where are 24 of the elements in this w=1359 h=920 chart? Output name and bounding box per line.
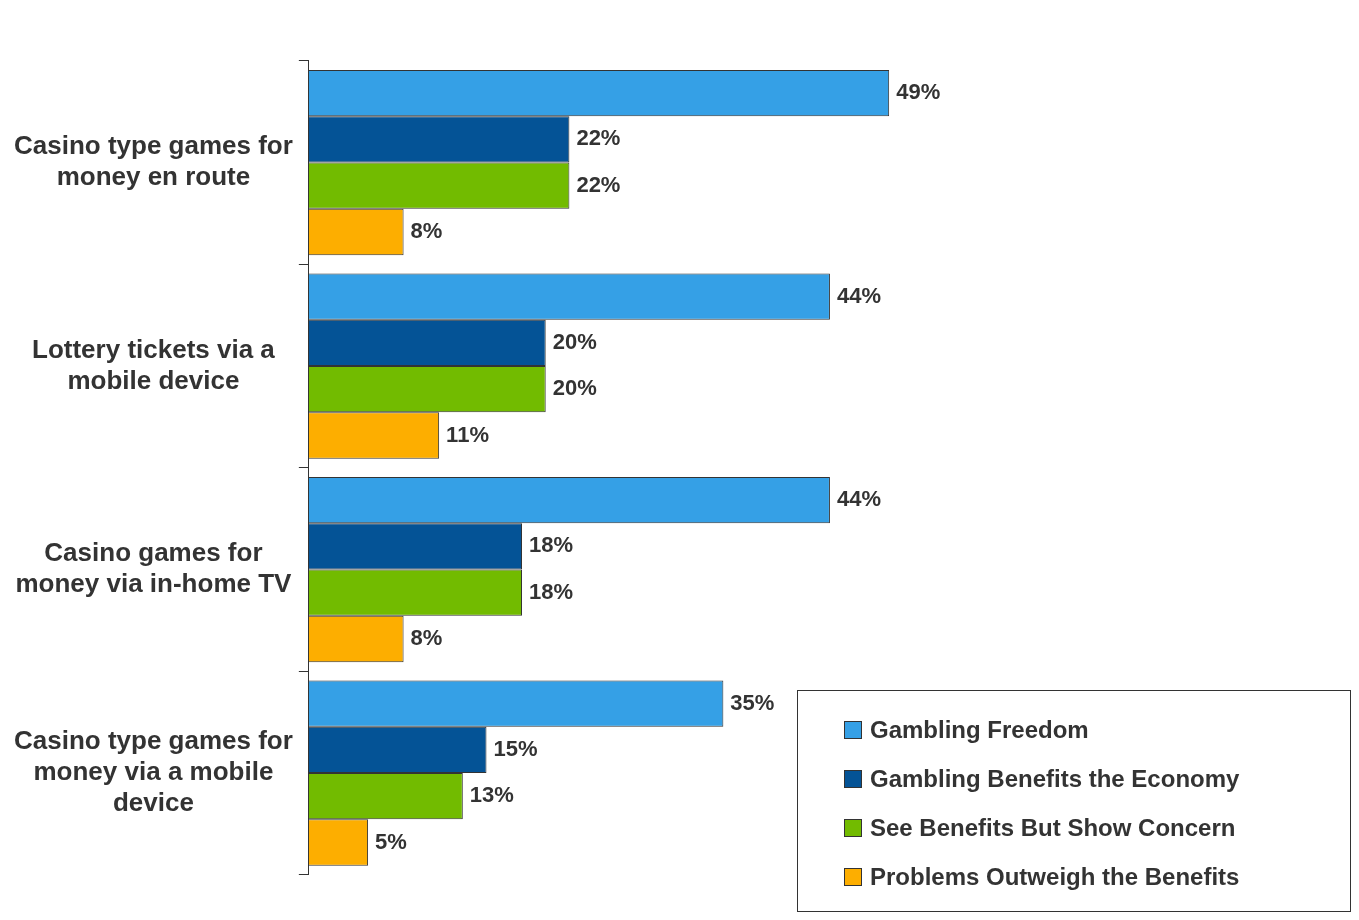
legend-label: See Benefits But Show Concern xyxy=(870,813,1236,842)
y-tick-label: Lottery tickets via a mobile device xyxy=(32,333,276,395)
legend-label: Gambling Freedom xyxy=(870,715,1089,744)
legend-label: Problems Outweigh the Benefits xyxy=(870,862,1240,891)
data-label: 8% xyxy=(410,218,443,244)
data-label: 22% xyxy=(576,171,621,197)
data-label: 20% xyxy=(552,328,597,354)
data-label: 18% xyxy=(529,532,574,558)
y-tick-label: Casino type games for money via a mobile device xyxy=(14,725,293,818)
data-label: 11% xyxy=(446,421,489,447)
y-tick-label: Casino games for money via in-home TV xyxy=(15,537,293,599)
y-tick-label: Casino type games for money en route xyxy=(14,130,293,192)
data-label: 15% xyxy=(493,735,538,761)
data-label: 8% xyxy=(410,625,443,651)
data-label: 35% xyxy=(730,689,775,715)
data-label: 44% xyxy=(836,486,881,512)
data-label: 49% xyxy=(896,79,941,105)
data-label: 18% xyxy=(529,578,574,604)
data-label: 22% xyxy=(576,125,621,151)
data-label: 20% xyxy=(552,375,597,401)
data-label: 5% xyxy=(375,828,407,854)
data-label: 13% xyxy=(469,782,514,808)
data-label: 44% xyxy=(836,282,881,308)
legend-label: Gambling Benefits the Economy xyxy=(870,764,1240,793)
